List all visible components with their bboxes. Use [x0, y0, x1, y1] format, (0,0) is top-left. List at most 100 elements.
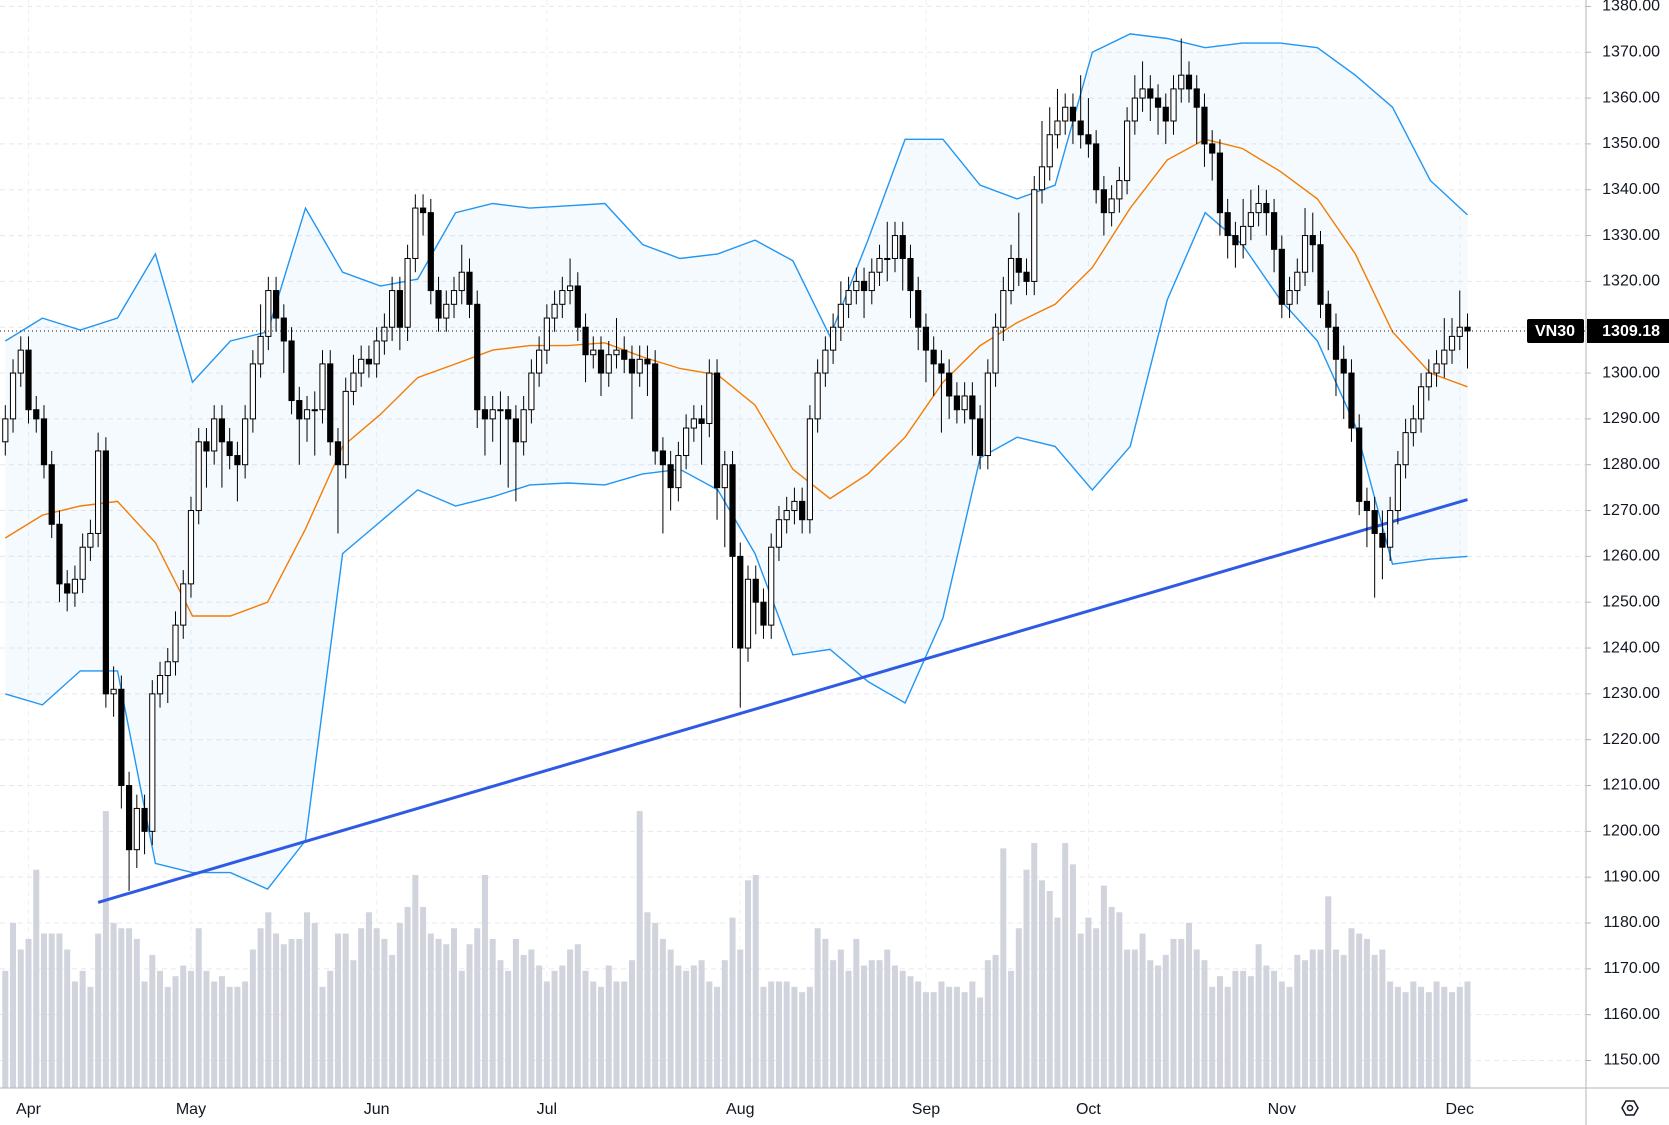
x-tick-label: Apr: [16, 1101, 42, 1118]
volume-bar: [435, 938, 442, 1088]
candle-body: [799, 500, 806, 521]
candle-body: [946, 372, 953, 397]
volume-bar: [427, 933, 434, 1088]
volume-bar: [1108, 906, 1115, 1088]
volume-bar: [211, 981, 218, 1088]
candle-body: [721, 464, 728, 489]
candle-body: [1224, 212, 1231, 237]
candle-body: [1240, 225, 1247, 246]
volume-bar: [582, 970, 589, 1088]
candle-body: [311, 409, 318, 412]
volume-bar: [474, 928, 481, 1088]
volume-bar: [420, 906, 427, 1088]
volume-bar: [567, 949, 574, 1088]
candle-body: [481, 409, 489, 420]
volume-bar: [1093, 928, 1100, 1088]
volume-bar: [1263, 965, 1270, 1088]
candle-body: [574, 285, 581, 328]
candle-body: [1286, 290, 1293, 305]
volume-bar: [659, 938, 666, 1088]
candle-body: [536, 349, 543, 374]
volume-bar: [350, 960, 357, 1088]
volume-bar: [497, 960, 504, 1088]
volume-bar: [683, 970, 690, 1088]
bands: [4, 33, 1468, 904]
candle-body: [1301, 235, 1309, 273]
volume-bar: [961, 992, 968, 1088]
volume-bar: [938, 981, 945, 1088]
settings-icon[interactable]: [1621, 1100, 1639, 1116]
candle-body: [180, 583, 187, 626]
volume-bar: [1294, 954, 1301, 1088]
volume-bar: [1456, 986, 1463, 1088]
candle-body: [56, 523, 63, 585]
candle-body: [1402, 432, 1409, 466]
symbol-badge: [1527, 318, 1584, 343]
volume-bar: [25, 938, 32, 1088]
volume-bar: [899, 970, 906, 1088]
volume-bar: [1038, 880, 1045, 1088]
candle-body: [1108, 198, 1115, 214]
volume-bar: [1131, 949, 1138, 1088]
volume-bar: [458, 970, 465, 1088]
volume-bar: [636, 811, 643, 1088]
volume-bar: [1116, 912, 1123, 1088]
candle-body: [288, 340, 295, 402]
y-tick-label: 1150.00: [1603, 1052, 1660, 1069]
candle-body: [659, 450, 667, 466]
candle-body: [775, 519, 783, 548]
candle-body: [187, 510, 195, 585]
candle-body: [551, 303, 558, 319]
volume-bar: [110, 922, 117, 1088]
volume-bar: [1000, 848, 1007, 1088]
volume-bar: [1309, 949, 1316, 1088]
volume-bar: [984, 960, 991, 1088]
volume-bar: [1464, 981, 1471, 1088]
candle-body: [280, 317, 287, 342]
volume-bar: [164, 986, 171, 1088]
candle-body: [497, 409, 504, 412]
candle-body: [582, 326, 589, 356]
candle-body: [505, 409, 512, 420]
y-tick-label: 1200.00: [1602, 823, 1660, 840]
volume-bar: [1271, 970, 1278, 1088]
volume-bar: [1062, 843, 1069, 1088]
volume-bar: [822, 938, 829, 1088]
candle-body: [520, 409, 527, 443]
candle-body: [40, 418, 48, 466]
y-tick-label: 1380.00: [1602, 0, 1660, 15]
candle-body: [512, 418, 520, 443]
candle-body: [969, 395, 976, 420]
volume-bar: [56, 933, 63, 1088]
candle-body: [110, 688, 117, 695]
candle-body: [992, 326, 999, 374]
candle-body: [1123, 120, 1131, 182]
candle-body: [1000, 290, 1007, 328]
volume-bar: [33, 869, 40, 1088]
settings-icon-center[interactable]: [1626, 1104, 1634, 1112]
volume-bar: [799, 992, 806, 1088]
volume-bar: [265, 912, 272, 1088]
settings-button[interactable]: [1621, 1100, 1639, 1116]
volume-bar: [1356, 933, 1363, 1088]
candle-body: [1170, 88, 1177, 122]
volume-bar: [1054, 917, 1061, 1088]
candle-body: [860, 280, 868, 292]
candle-body: [713, 372, 721, 489]
volume-bar: [543, 981, 550, 1088]
volume-bar: [729, 917, 736, 1088]
band-lower: [5, 211, 1468, 890]
symbol-label: VN30: [1535, 323, 1575, 340]
volume-bar: [381, 938, 388, 1088]
candle-body: [683, 427, 690, 457]
volume-bar: [922, 992, 929, 1088]
candle-body: [1162, 106, 1169, 122]
volume-bar: [2, 970, 9, 1088]
candle-body: [389, 290, 396, 328]
candle-body: [1139, 88, 1146, 99]
candle-body: [597, 349, 605, 374]
volume-bar: [953, 986, 960, 1088]
x-tick-label: Dec: [1446, 1101, 1474, 1118]
volume-bar: [226, 986, 233, 1088]
volume-bar: [752, 875, 759, 1088]
